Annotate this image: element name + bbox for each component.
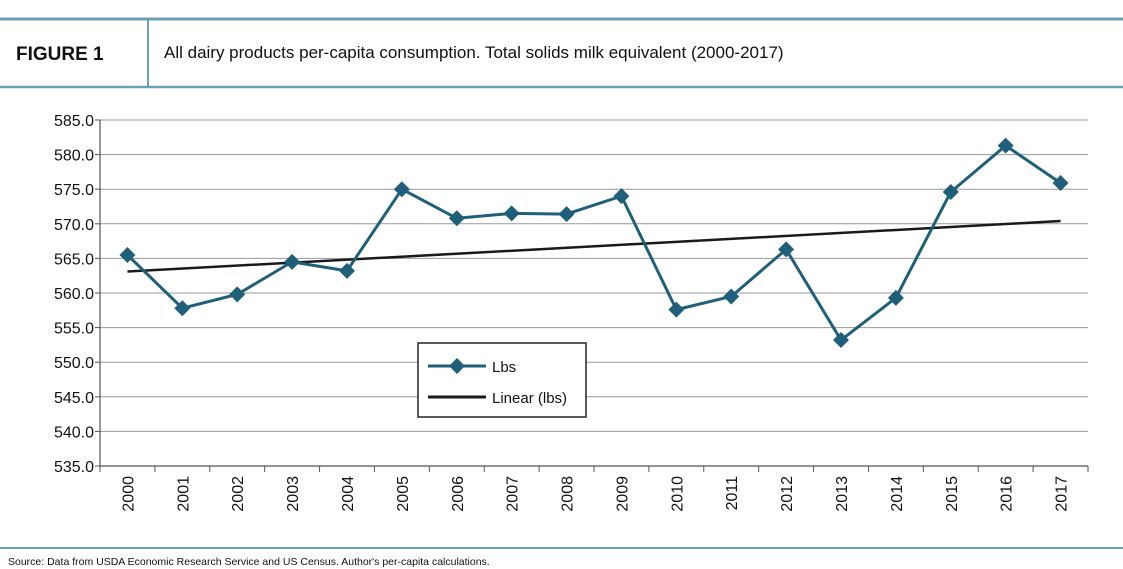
series-markers bbox=[119, 137, 1069, 349]
x-tick-label: 2003 bbox=[285, 476, 302, 512]
x-tick-label: 2016 bbox=[999, 476, 1016, 512]
grid-lines bbox=[100, 119, 1088, 467]
y-tick-label: 540.0 bbox=[54, 424, 94, 441]
x-tick-label: 2006 bbox=[450, 476, 467, 512]
x-tick-label: 2007 bbox=[505, 476, 522, 512]
data-point bbox=[723, 288, 740, 305]
x-tick-label: 2010 bbox=[669, 476, 686, 512]
x-tick-label: 2005 bbox=[395, 476, 412, 512]
data-point bbox=[833, 332, 849, 349]
legend-trend-label: Linear (lbs) bbox=[492, 390, 567, 407]
y-tick-label: 535.0 bbox=[54, 459, 94, 476]
data-point bbox=[339, 262, 355, 279]
x-tick-label: 2009 bbox=[614, 476, 631, 512]
series-line-group bbox=[126, 144, 1062, 342]
x-tick-label: 2012 bbox=[779, 476, 796, 512]
data-point bbox=[448, 210, 465, 227]
x-tick-label: 2008 bbox=[560, 476, 577, 512]
figure-label: FIGURE 1 bbox=[16, 44, 104, 65]
trend-line bbox=[127, 219, 1061, 273]
data-point bbox=[174, 300, 191, 317]
y-tick-label: 550.0 bbox=[54, 355, 94, 372]
series-line-lbs bbox=[126, 144, 1062, 342]
y-tick-label: 545.0 bbox=[54, 390, 94, 407]
y-tick-label: 575.0 bbox=[54, 182, 94, 199]
data-point bbox=[887, 289, 904, 306]
x-tick-label: 2015 bbox=[944, 476, 961, 512]
data-point bbox=[284, 253, 301, 270]
legend-lbs-label: Lbs bbox=[492, 359, 516, 376]
x-tick-label: 2001 bbox=[175, 476, 192, 512]
trend-line-group bbox=[127, 219, 1061, 273]
y-tick-label: 560.0 bbox=[54, 286, 94, 303]
data-point bbox=[778, 241, 795, 258]
legend-lbs-marker bbox=[449, 358, 465, 374]
axes bbox=[95, 119, 1089, 472]
source-note: Source: Data from USDA Economic Research… bbox=[8, 556, 490, 568]
data-point bbox=[393, 181, 410, 198]
x-tick-label: 2004 bbox=[340, 476, 357, 512]
figure-title: All dairy products per-capita consumptio… bbox=[164, 43, 784, 62]
data-point bbox=[1052, 174, 1069, 191]
x-tick-label: 2002 bbox=[230, 476, 247, 512]
y-tick-label: 580.0 bbox=[54, 148, 94, 165]
x-tick-label: 2017 bbox=[1054, 476, 1071, 512]
x-tick-label: 2013 bbox=[834, 476, 851, 512]
data-point bbox=[119, 246, 136, 263]
y-tick-label: 565.0 bbox=[54, 251, 94, 268]
legend: Lbs Linear (lbs) bbox=[417, 342, 587, 418]
y-tick-labels: 535.0 540.0 545.0 550.0 555.0 560.0 565.0 570.0… bbox=[54, 113, 94, 476]
y-tick-label: 555.0 bbox=[54, 321, 94, 338]
data-point bbox=[558, 206, 575, 223]
data-point bbox=[997, 137, 1014, 154]
data-point bbox=[613, 188, 630, 205]
y-tick-label: 585.0 bbox=[54, 113, 94, 130]
x-tick-label: 2011 bbox=[724, 476, 741, 511]
legend-box bbox=[417, 342, 587, 418]
x-tick-label: 2000 bbox=[120, 476, 137, 512]
data-point bbox=[942, 183, 959, 200]
x-tick-label: 2014 bbox=[889, 476, 906, 512]
x-tick-labels: 2000 2001 2002 2003 2004 2005 2006 2007 2008 2009… bbox=[120, 476, 1070, 512]
data-point bbox=[668, 301, 685, 318]
data-point bbox=[229, 286, 246, 303]
y-tick-label: 570.0 bbox=[54, 217, 94, 234]
data-point bbox=[503, 205, 520, 222]
